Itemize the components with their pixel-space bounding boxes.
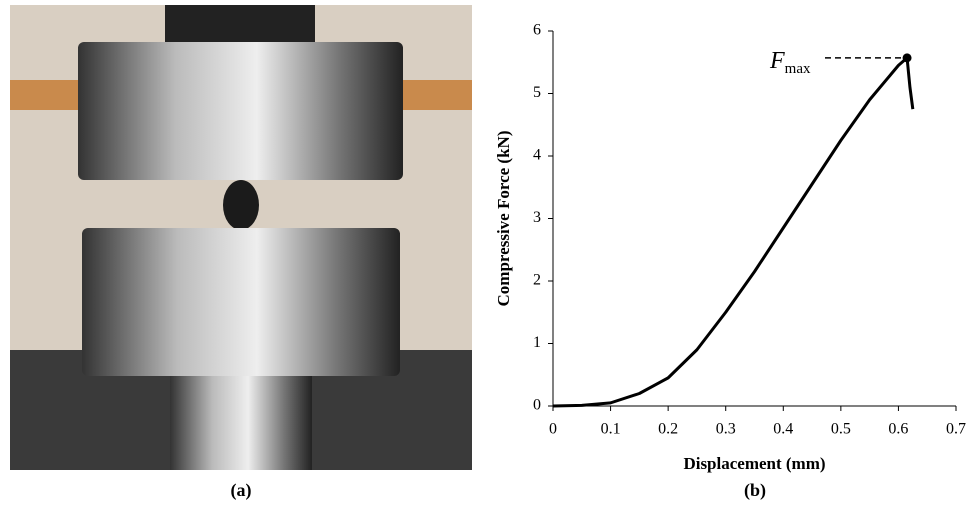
annotation: Fmax — [769, 47, 811, 77]
upper-platen — [78, 42, 403, 180]
y-tick-label: 5 — [533, 84, 541, 101]
specimen — [223, 180, 259, 230]
peak-marker — [902, 53, 912, 63]
x-tick-label: 0.3 — [716, 421, 736, 438]
x-tick-label: 0.2 — [658, 421, 678, 438]
x-tick-label: 0.1 — [601, 421, 621, 438]
annotation-label: F — [769, 47, 785, 73]
panel-label: (b) — [744, 480, 766, 501]
data-line — [552, 56, 915, 408]
y-tick-label: 2 — [533, 272, 541, 289]
chart: 0 0.1 0.2 0.3 0.4 0.5 0.6 0.7 0 1 2 3 4 5 6 Displacemen… — [494, 22, 966, 473]
photo — [10, 5, 472, 470]
annotation-subscript: max — [785, 61, 811, 77]
lower-platen — [82, 228, 400, 376]
y-tick-label: 1 — [533, 334, 541, 351]
x-tick-label: 0.5 — [831, 421, 851, 438]
x-tick-label: 0.6 — [888, 421, 908, 438]
x-axis-label: Displacement (mm) — [683, 454, 825, 473]
x-tick-label: 0 — [549, 421, 557, 438]
base-column — [170, 376, 312, 470]
x-tick-label: 0.4 — [773, 421, 793, 438]
panel-label: (a) — [231, 480, 252, 501]
y-tick-label: 3 — [533, 209, 541, 226]
x-tick-label: 0.7 — [946, 421, 966, 438]
y-tick-label: 4 — [533, 147, 541, 164]
y-tick-label: 0 — [533, 397, 541, 414]
top-shaft — [165, 5, 315, 45]
y-axis-label: Compressive Force (kN) — [494, 131, 513, 307]
y-tick-label: 6 — [533, 22, 541, 39]
